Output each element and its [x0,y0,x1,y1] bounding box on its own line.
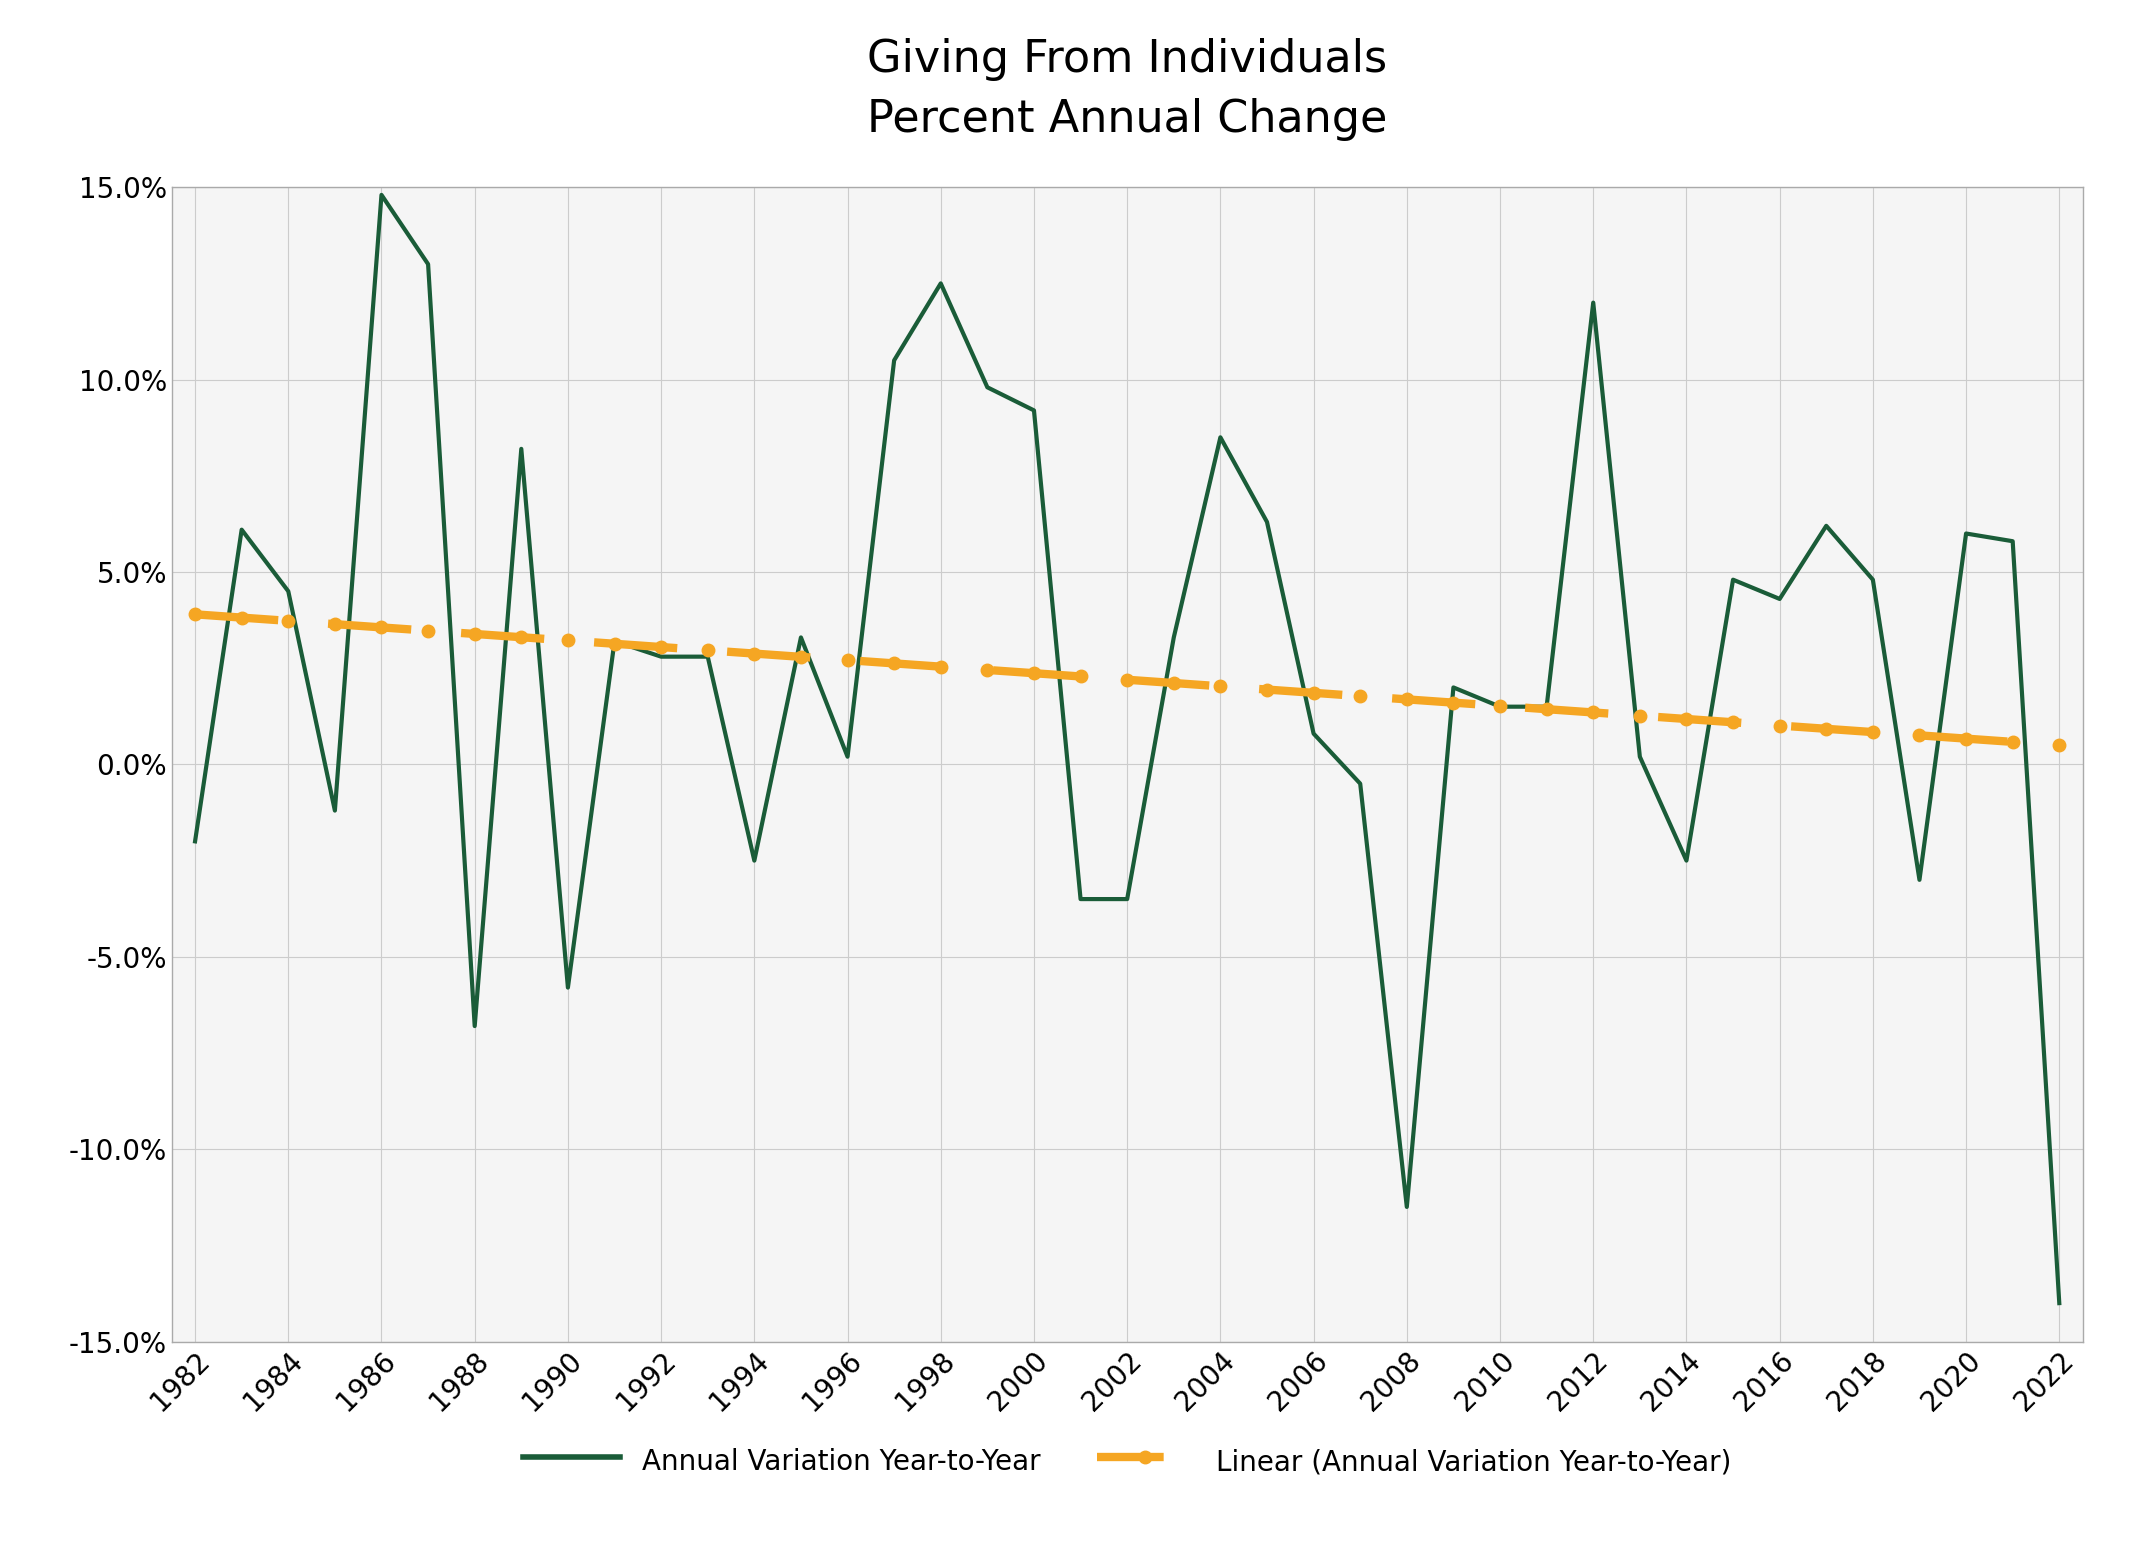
Legend: Annual Variation Year-to-Year, Linear (Annual Variation Year-to-Year): Annual Variation Year-to-Year, Linear (A… [511,1434,1743,1490]
Title: Giving From Individuals
Percent Annual Change: Giving From Individuals Percent Annual C… [867,37,1387,140]
